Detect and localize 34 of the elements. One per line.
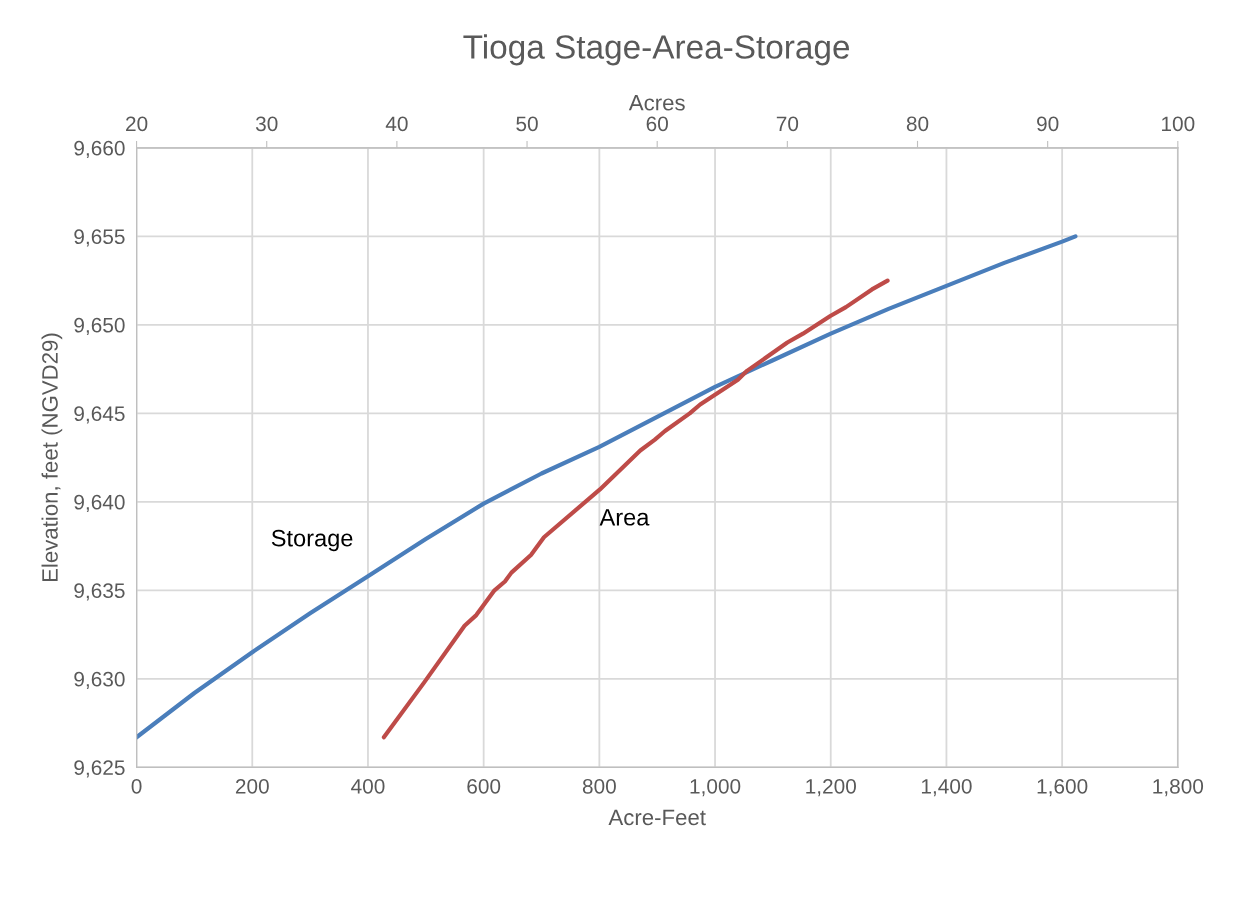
x-tick-label: 400 — [351, 778, 385, 794]
y-tick-label: 9,645 — [74, 406, 125, 424]
x-tick-label: 200 — [235, 778, 269, 794]
x-tick-label: 800 — [582, 778, 616, 794]
x2-tick-label: 30 — [255, 116, 278, 132]
x-tick-label: 1,800 — [1153, 778, 1204, 797]
x-tick-label: 600 — [467, 778, 501, 794]
x-tick-label: 1,000 — [690, 778, 741, 797]
y-tick-label: 9,625 — [74, 760, 125, 778]
y-tick-label: 9,635 — [74, 583, 125, 601]
line-series — [136, 234, 1078, 740]
x-tick-label: 0 — [131, 778, 142, 794]
x2-tick-label: 90 — [1037, 116, 1059, 132]
y-tick-label: 9,650 — [74, 317, 125, 336]
x2-tick-label: 70 — [776, 116, 799, 132]
y-tick-label: 9,655 — [74, 229, 125, 247]
y-tick-label: 9,660 — [74, 140, 125, 159]
x-tick-label: 1,600 — [1037, 778, 1088, 797]
x-axis-title: Acre-Feet — [608, 809, 706, 826]
x2-axis-title: Acres — [628, 95, 685, 111]
x2-tick-label: 20 — [126, 116, 148, 132]
x2-tick-label: 100 — [1162, 116, 1195, 132]
x-tick-label: 1,400 — [921, 778, 972, 797]
y-tick-label: 9,630 — [74, 671, 125, 690]
x2-tick-label: 40 — [385, 116, 408, 132]
x-tick-label: 1,200 — [806, 778, 856, 797]
x2-tick-label: 80 — [906, 116, 929, 132]
x2-tick-label: 60 — [646, 116, 668, 132]
chart-title: Tioga Stage-Area-Storage — [463, 34, 850, 66]
x2-tick-label: 50 — [516, 116, 538, 132]
y-tick-label: 9,640 — [74, 494, 125, 513]
series-label: Storage — [271, 529, 353, 552]
y-axis-title: Elevation, feet (NGVD29) — [41, 333, 63, 582]
series-label: Area — [599, 509, 650, 526]
